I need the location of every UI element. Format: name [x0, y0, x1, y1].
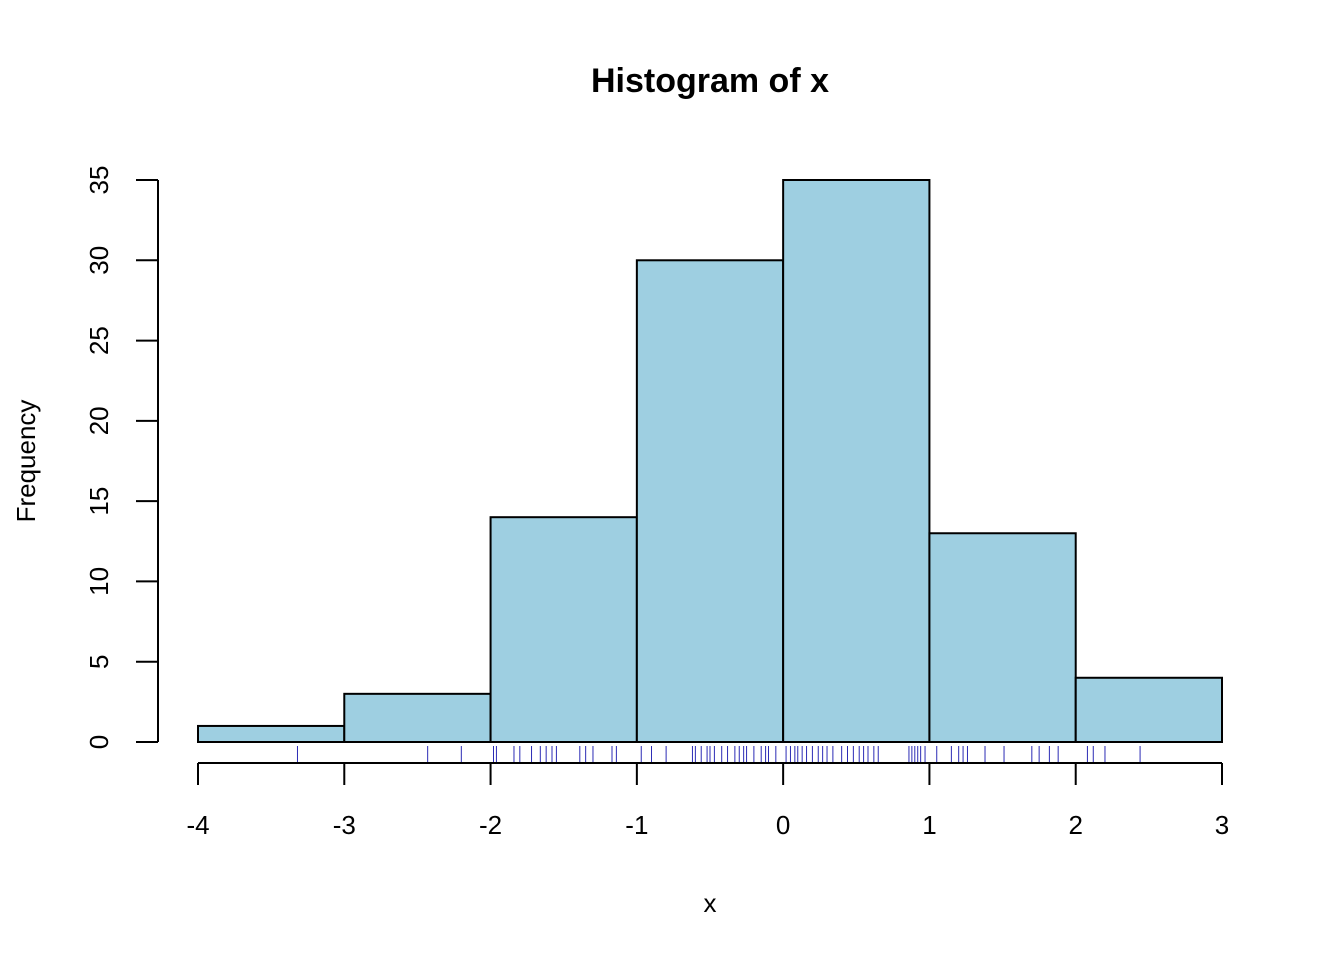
x-axis: -4 -3 -2 -1 0 1 2 3 [186, 762, 1229, 840]
x-tick-label: 0 [776, 810, 790, 840]
y-axis: 0 5 10 15 20 25 30 35 [84, 166, 159, 749]
x-tick-label: 3 [1215, 810, 1229, 840]
y-tick-label: 25 [84, 326, 114, 355]
chart-title: Histogram of x [591, 62, 829, 100]
y-axis-label: Frequency [11, 400, 41, 523]
histogram-bar [1074, 676, 1223, 743]
x-axis-label: x [704, 888, 717, 918]
histogram-bar [343, 692, 492, 743]
y-tick-label: 20 [84, 406, 114, 435]
histogram-bar [782, 179, 931, 743]
histogram-bar [928, 532, 1077, 743]
y-tick-label: 10 [84, 567, 114, 596]
x-tick-label: -3 [333, 810, 356, 840]
rug-group [296, 746, 1141, 763]
x-tick-label: 2 [1068, 810, 1082, 840]
y-tick-label: 0 [84, 735, 114, 749]
x-tick-label: 1 [922, 810, 936, 840]
y-tick-label: 35 [84, 166, 114, 195]
bars-group [197, 179, 1223, 744]
y-tick-label: 15 [84, 487, 114, 516]
histogram-bar [197, 724, 346, 744]
histogram-bar [635, 259, 785, 743]
x-tick-label: -2 [479, 810, 502, 840]
histogram-bar [489, 516, 638, 744]
y-tick-label: 5 [84, 654, 114, 668]
y-tick-label: 30 [84, 246, 114, 275]
x-tick-label: -1 [625, 810, 648, 840]
x-tick-label: -4 [186, 810, 209, 840]
